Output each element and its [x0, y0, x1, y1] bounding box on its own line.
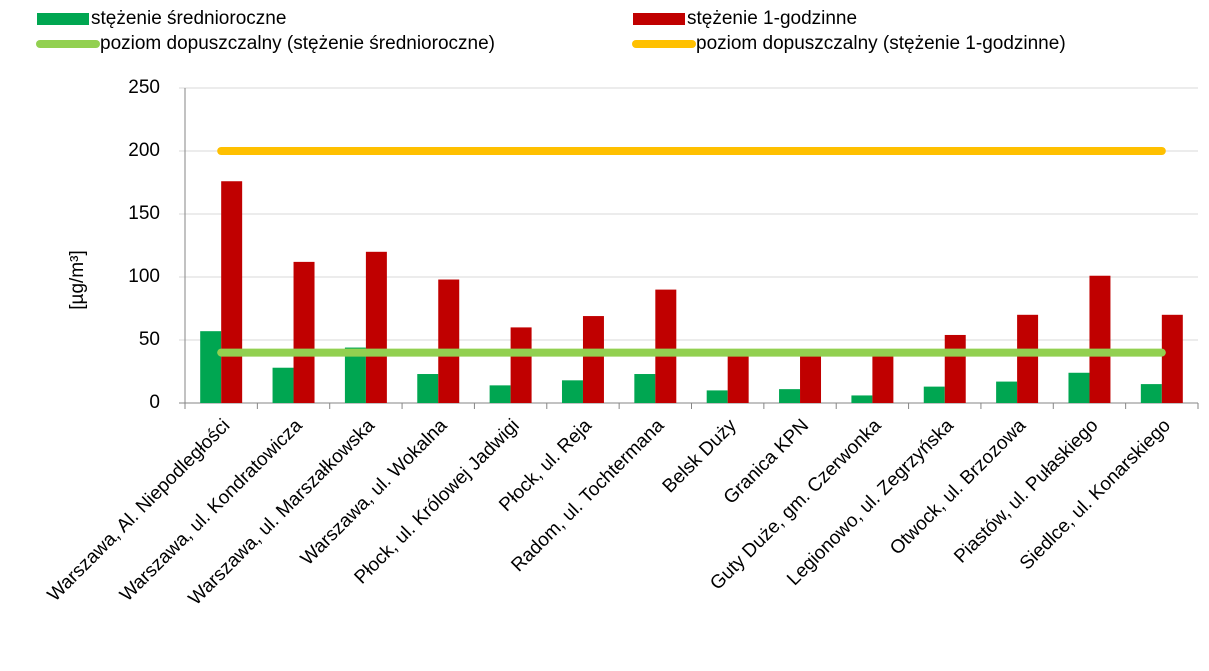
bar [438, 279, 460, 403]
y-axis-label: [µg/m³] [67, 250, 88, 310]
legend-label: poziom dopuszczalny (stężenie średnioroc… [100, 33, 495, 54]
legend-label: stężenie średnioroczne [91, 8, 286, 29]
bar [582, 316, 604, 403]
bar [489, 385, 511, 403]
bar [365, 251, 387, 403]
bar [221, 181, 243, 403]
x-tick-label: Otwock, ul. Brzozowa [886, 415, 1030, 559]
y-tick-label: 200 [128, 140, 160, 161]
bar [1140, 384, 1162, 403]
bar [1089, 275, 1111, 403]
bar [634, 374, 656, 403]
bar [272, 367, 294, 403]
bar [872, 351, 894, 403]
bar [655, 289, 677, 403]
bar [510, 327, 532, 403]
bar [200, 331, 222, 403]
x-tick-label: Warszawa, ul. Wokalna [297, 415, 452, 570]
bar [706, 390, 728, 403]
bar [996, 381, 1018, 403]
y-tick-label: 0 [149, 392, 160, 413]
bar [417, 374, 439, 403]
x-tick-label: Siedlce, ul. Konarskiego [1016, 415, 1175, 574]
y-tick-label: 100 [128, 266, 160, 287]
y-tick-label: 50 [139, 329, 160, 350]
legend-label: stężenie 1-godzinne [687, 8, 857, 29]
bar [851, 395, 873, 403]
x-tick-label: Radom, ul. Tochtermana [507, 415, 668, 576]
bar [923, 386, 945, 403]
bar [800, 352, 822, 403]
legend-label: poziom dopuszczalny (stężenie 1-godzinne… [696, 33, 1066, 54]
bar [779, 389, 801, 403]
x-tick-label: Piastów, ul. Pułaskiego [950, 415, 1102, 567]
bar [344, 347, 366, 403]
bar [944, 334, 966, 403]
legend-swatch [37, 13, 89, 25]
bar [1068, 372, 1090, 403]
bar [1161, 314, 1183, 403]
bar [727, 350, 749, 403]
y-tick-label: 250 [128, 77, 160, 98]
legend-swatch [633, 13, 685, 25]
bar [561, 380, 583, 403]
bar [293, 261, 315, 403]
bar [1017, 314, 1039, 403]
y-tick-label: 150 [128, 203, 160, 224]
